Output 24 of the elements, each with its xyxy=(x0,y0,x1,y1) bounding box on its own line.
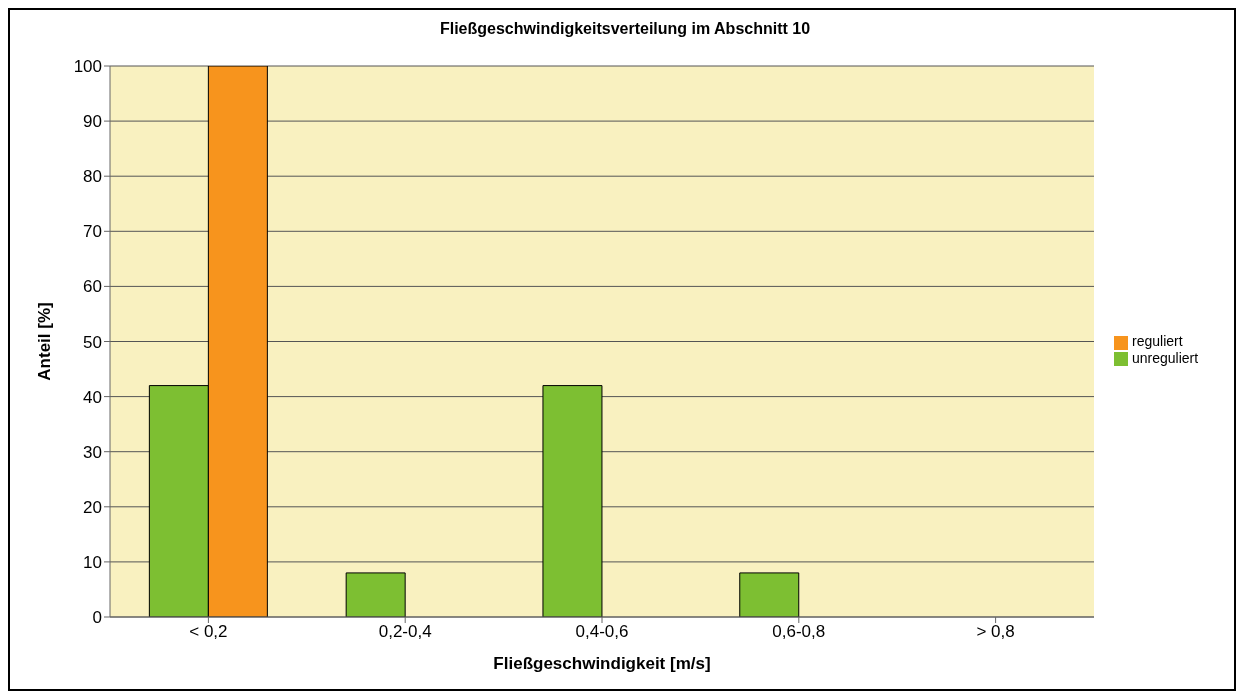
x-tick-label: 0,6-0,8 xyxy=(772,622,826,642)
legend-label: reguliert xyxy=(1132,333,1183,350)
bar xyxy=(542,385,603,617)
y-axis-title: Anteil [%] xyxy=(35,302,55,381)
y-tick-label: 20 xyxy=(83,497,102,517)
y-tick-label: 90 xyxy=(83,112,102,132)
bar xyxy=(345,572,406,617)
chart-title: Fließgeschwindigkeitsverteilung im Abschnitt 10 xyxy=(438,20,812,38)
x-tick-label: > 0,8 xyxy=(976,622,1015,642)
y-tick-label: 0 xyxy=(92,608,102,628)
legend-label: unreguliert xyxy=(1132,349,1199,366)
bar xyxy=(739,572,800,617)
y-tick-label: 40 xyxy=(83,387,102,407)
x-tick-label: < 0,2 xyxy=(189,622,228,642)
y-tick-label: 60 xyxy=(83,277,102,297)
x-tick-label: 0,4-0,6 xyxy=(575,622,629,642)
y-tick-label: 80 xyxy=(83,167,102,187)
y-tick-label: 50 xyxy=(83,332,102,352)
x-axis-title: Fließgeschwindigkeit [m/s] xyxy=(493,654,711,673)
y-tick-label: 30 xyxy=(83,442,102,462)
y-tick-label: 100 xyxy=(73,57,102,77)
x-tick-label: 0,2-0,4 xyxy=(378,622,432,642)
y-tick-label: 70 xyxy=(83,222,102,242)
y-tick-label: 10 xyxy=(83,552,102,572)
